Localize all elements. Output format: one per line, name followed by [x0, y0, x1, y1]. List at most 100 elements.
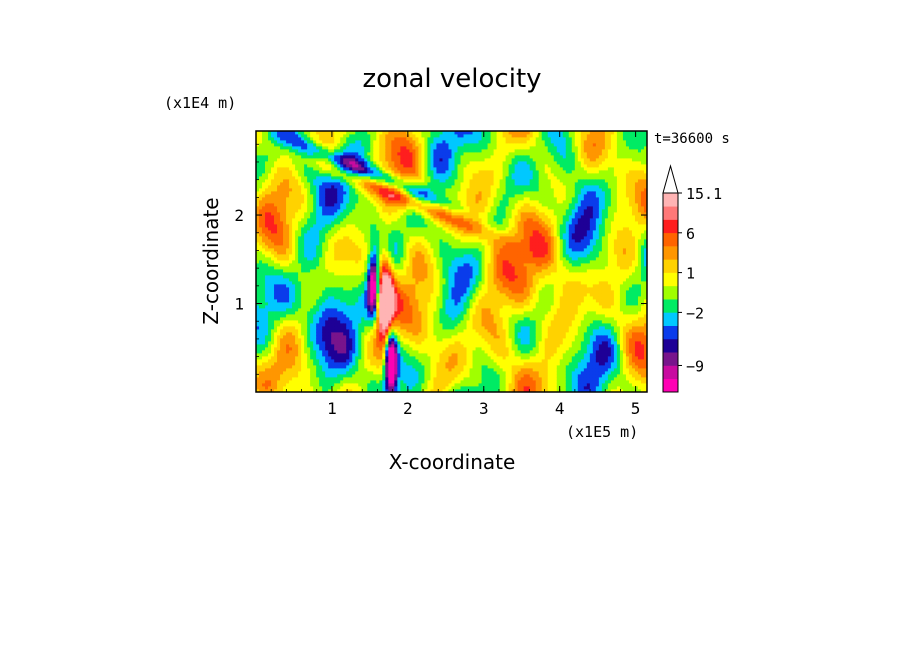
heatmap-cell: [322, 359, 326, 363]
heatmap-cell: [325, 326, 329, 330]
heatmap-cell: [412, 338, 416, 342]
heatmap-cell: [364, 371, 368, 375]
heatmap-cell: [361, 239, 365, 243]
heatmap-cell: [328, 314, 332, 318]
heatmap-cell: [424, 362, 428, 366]
heatmap-cell: [382, 383, 386, 387]
heatmap-cell: [406, 236, 410, 240]
heatmap-cell: [337, 374, 341, 378]
heatmap-cell: [304, 188, 308, 192]
heatmap-cell: [409, 185, 413, 189]
heatmap-cell: [343, 212, 347, 216]
heatmap-cell: [346, 389, 350, 393]
heatmap-cell: [418, 203, 422, 207]
heatmap-cell: [367, 371, 371, 375]
heatmap-cell: [349, 356, 353, 360]
heatmap-cell: [283, 254, 287, 258]
heatmap-cell: [340, 377, 344, 381]
heatmap-cell: [271, 356, 275, 360]
heatmap-cell: [334, 194, 338, 198]
heatmap-cell: [382, 335, 386, 339]
heatmap-cell: [268, 155, 272, 159]
heatmap-cell: [361, 380, 365, 384]
heatmap-cell: [268, 203, 272, 207]
heatmap-cell: [286, 218, 290, 222]
heatmap-cell: [397, 218, 401, 222]
heatmap-cell: [304, 374, 308, 378]
heatmap-cell: [262, 161, 266, 165]
heatmap-cell: [373, 302, 377, 306]
heatmap-cell: [343, 377, 347, 381]
heatmap-cell: [361, 197, 365, 201]
heatmap-cell: [277, 305, 281, 309]
heatmap-cell: [313, 131, 317, 135]
heatmap-cell: [262, 224, 266, 228]
heatmap-cell: [373, 323, 377, 327]
heatmap-cell: [331, 290, 335, 294]
heatmap-cell: [331, 197, 335, 201]
heatmap-cell: [340, 188, 344, 192]
heatmap-cell: [265, 371, 269, 375]
heatmap-cell: [400, 317, 404, 321]
heatmap-cell: [256, 137, 260, 141]
heatmap-cell: [397, 194, 401, 198]
heatmap-cell: [349, 341, 353, 345]
heatmap-cell: [355, 308, 359, 312]
heatmap-cell: [259, 290, 263, 294]
heatmap-cell: [295, 359, 299, 363]
heatmap-cell: [370, 134, 374, 138]
heatmap-cell: [295, 356, 299, 360]
heatmap-cell: [265, 200, 269, 204]
heatmap-cell: [343, 353, 347, 357]
heatmap-cell: [349, 176, 353, 180]
heatmap-cell: [421, 245, 425, 249]
heatmap-cell: [352, 188, 356, 192]
heatmap-cell: [337, 245, 341, 249]
heatmap-cell: [262, 299, 266, 303]
heatmap-cell: [379, 257, 383, 261]
heatmap-cell: [316, 326, 320, 330]
heatmap-cell: [313, 221, 317, 225]
heatmap-cell: [358, 317, 362, 321]
heatmap-cell: [256, 296, 260, 300]
heatmap-cell: [262, 218, 266, 222]
heatmap-cell: [367, 350, 371, 354]
heatmap-cell: [358, 332, 362, 336]
heatmap-cell: [340, 278, 344, 282]
heatmap-cell: [319, 308, 323, 312]
heatmap-cell: [274, 224, 278, 228]
heatmap-cell: [271, 254, 275, 258]
heatmap-cell: [388, 209, 392, 213]
heatmap-cell: [262, 143, 266, 147]
heatmap-cell: [328, 149, 332, 153]
heatmap-cell: [280, 347, 284, 351]
heatmap-cell: [271, 182, 275, 186]
heatmap-cell: [268, 131, 272, 135]
heatmap-cell: [343, 341, 347, 345]
heatmap-cell: [277, 353, 281, 357]
heatmap-cell: [301, 146, 305, 150]
heatmap-cell: [397, 230, 401, 234]
heatmap-cell: [271, 362, 275, 366]
heatmap-cell: [358, 239, 362, 243]
heatmap-cell: [406, 269, 410, 273]
heatmap-cell: [259, 209, 263, 213]
heatmap-cell: [280, 389, 284, 393]
heatmap-cell: [370, 305, 374, 309]
heatmap-cell: [337, 326, 341, 330]
heatmap-cell: [289, 383, 293, 387]
heatmap-cell: [337, 236, 341, 240]
heatmap-cell: [403, 386, 407, 390]
heatmap-cell: [385, 356, 389, 360]
heatmap-cell: [376, 362, 380, 366]
heatmap-cell: [256, 365, 260, 369]
heatmap-cell: [415, 272, 419, 276]
heatmap-cell: [304, 155, 308, 159]
heatmap-cell: [319, 326, 323, 330]
heatmap-cell: [286, 146, 290, 150]
heatmap-cell: [268, 308, 272, 312]
heatmap-cell: [406, 296, 410, 300]
heatmap-cell: [319, 167, 323, 171]
heatmap-cell: [298, 155, 302, 159]
heatmap-cell: [400, 164, 404, 168]
